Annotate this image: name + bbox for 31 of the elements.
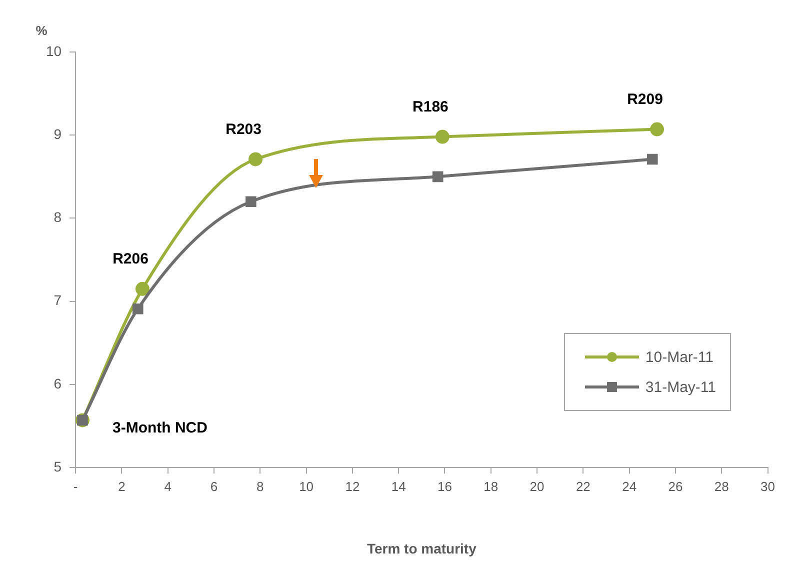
x-tick-label: 26 [668,478,683,494]
annotation: R206 [112,250,148,268]
y-tick-label: 5 [54,458,62,474]
y-tick-label: 7 [54,292,62,308]
x-tick-label: 14 [391,478,406,494]
annotation: 3-Month NCD [112,419,208,436]
annotation: R209 [627,90,663,108]
y-tick-label: 6 [54,375,62,392]
y-tick-label: 10 [46,42,62,59]
x-tick-label: 16 [438,478,452,494]
x-tick-label: 6 [210,478,218,494]
annotation: R186 [412,98,448,116]
annotation: R203 [226,120,262,138]
x-tick-label: 24 [622,478,637,494]
legend-label: 31-May-11 [645,378,716,396]
x-tick-label: 28 [714,478,729,494]
x-tick-label: 12 [345,478,360,494]
x-tick-label: 22 [576,478,590,494]
legend-label: 10-Mar-11 [645,348,714,366]
y-tick-label: 8 [54,209,62,226]
y-tick-label: 9 [54,126,62,142]
x-axis-title: Term to maturity [366,540,477,556]
y-axis-title: % [36,23,48,38]
x-tick-label: 18 [484,478,498,494]
x-tick-label: - [73,478,78,494]
x-tick-label: 4 [164,478,172,494]
x-tick-label: 10 [299,478,314,494]
x-tick-label: 30 [760,478,776,494]
x-tick-label: 2 [118,478,126,494]
x-tick-label: 20 [530,478,544,494]
x-tick-label: 8 [256,478,264,494]
